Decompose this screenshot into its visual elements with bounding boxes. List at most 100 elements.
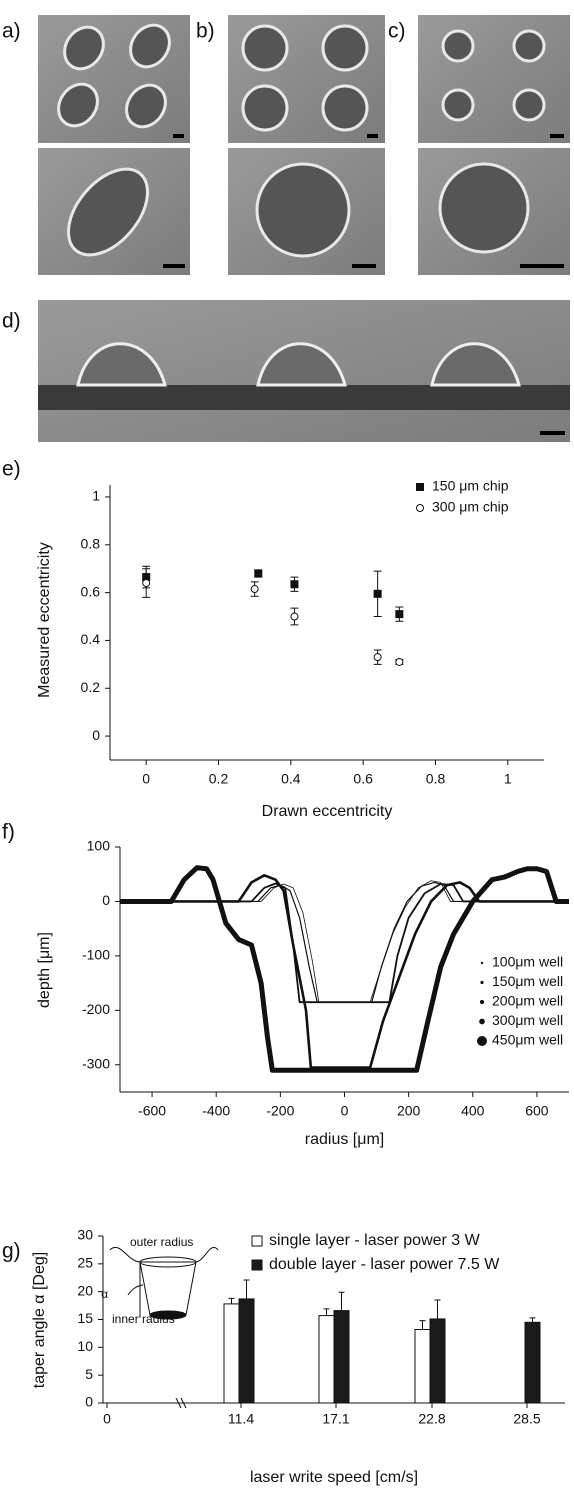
y-tick-label: 1 (92, 488, 100, 504)
panel-label: g) (2, 1240, 21, 1263)
y-tick-label: 0 (102, 892, 110, 908)
x-axis-title: laser write speed [cm/s] (250, 1469, 418, 1486)
x-tick-label: 28.5 (513, 1411, 540, 1427)
point (254, 569, 263, 578)
x-tick-label: 0.8 (426, 771, 446, 787)
error-bar (323, 1308, 330, 1316)
y-tick-label: 0 (85, 1394, 93, 1410)
x-axis-title: radius [μm] (305, 1131, 384, 1148)
x-tick-label: 0 (103, 1411, 111, 1427)
x-tick-label: 17.1 (322, 1411, 349, 1427)
panel-label: d) (2, 310, 21, 333)
bar (524, 1321, 541, 1404)
point (142, 579, 151, 588)
bar (429, 1318, 446, 1404)
y-tick-label: 0 (92, 727, 100, 743)
y-tick-label: 0.4 (81, 631, 101, 647)
point (290, 612, 299, 621)
y-tick-label: 10 (77, 1338, 93, 1354)
legend-label: single layer - laser power 3 W (269, 1232, 481, 1249)
legend-label: 150μm well (492, 973, 563, 989)
legend-marker (479, 1018, 485, 1025)
y-tick-label: 20 (77, 1282, 93, 1298)
legend-marker (479, 999, 485, 1005)
scale-bar (163, 134, 565, 435)
error-bar (228, 1297, 235, 1304)
bar (414, 1329, 431, 1404)
point (290, 580, 299, 589)
y-tick-label: -200 (82, 1001, 110, 1017)
y-tick-label: 15 (77, 1310, 93, 1326)
x-tick-label: 0 (341, 1103, 349, 1119)
legend-label: 450μm well (492, 1032, 563, 1048)
y-axis-title: depth [μm] (36, 932, 53, 1008)
legend-label: 300 μm chip (432, 499, 509, 515)
error-bar (529, 1317, 536, 1323)
x-tick-label: 22.8 (418, 1411, 445, 1427)
panel-label: c) (388, 20, 406, 43)
y-tick-label: 100 (87, 838, 111, 854)
legend-label: 100μm well (492, 954, 563, 970)
annotation: α (101, 1287, 108, 1301)
x-tick-label: 0.6 (353, 771, 373, 787)
bar (238, 1298, 255, 1404)
legend-marker (416, 504, 424, 512)
legend-label: 300μm well (492, 1012, 563, 1028)
sem-cross-section (38, 342, 570, 410)
sem-wells (57, 23, 546, 258)
y-tick-label: 0.2 (81, 679, 101, 695)
bar (333, 1310, 350, 1404)
error-bar (338, 1291, 345, 1311)
annotation: inner radius (112, 1312, 175, 1326)
line (120, 874, 569, 1069)
x-tick-label: 0.4 (281, 771, 301, 787)
y-axis-title: taper angle α [Deg] (31, 1252, 48, 1388)
x-tick-label: 400 (461, 1103, 485, 1119)
image-panels: a) b) c) d) (2, 15, 570, 442)
legend-label: 200μm well (492, 993, 563, 1009)
x-tick-label: 200 (397, 1103, 421, 1119)
bar (318, 1315, 335, 1404)
annotation: outer radius (130, 1235, 193, 1249)
x-axis-title: Drawn eccentricity (262, 803, 393, 820)
y-tick-label: -300 (82, 1055, 110, 1071)
x-tick-label: -400 (202, 1103, 230, 1119)
legend-marker (480, 980, 484, 985)
legend-label: 150 μm chip (432, 478, 509, 494)
legend-marker (416, 483, 424, 491)
y-axis-title: Measured eccentricity (36, 542, 53, 698)
x-tick-label: 11.4 (228, 1411, 254, 1427)
point (373, 589, 382, 598)
legend-marker (477, 1036, 487, 1046)
x-tick-label: -200 (266, 1103, 294, 1119)
error-bar (419, 1320, 426, 1330)
panel-label: f) (2, 821, 15, 844)
panel-label: a) (2, 20, 21, 43)
panel-label: b) (196, 20, 215, 43)
y-tick-label: 0.8 (81, 535, 101, 551)
point (395, 610, 404, 619)
point (250, 585, 259, 594)
y-tick-label: 30 (77, 1227, 93, 1243)
legend-label: double layer - laser power 7.5 W (269, 1256, 500, 1273)
bar (223, 1303, 240, 1404)
point (395, 657, 404, 666)
legend-marker (251, 1259, 263, 1271)
x-tick-label: -600 (138, 1103, 166, 1119)
y-tick-label: -100 (82, 947, 110, 963)
y-tick-label: 0.6 (81, 583, 101, 599)
y-tick-label: 25 (77, 1255, 93, 1271)
y-tick-label: 5 (85, 1366, 93, 1382)
error-bar (434, 1299, 441, 1319)
x-tick-label: 600 (525, 1103, 549, 1119)
point (373, 653, 382, 662)
x-tick-label: 0.2 (209, 771, 229, 787)
error-bar (243, 1279, 250, 1299)
x-tick-label: 1 (504, 771, 512, 787)
inset-diagram (109, 1247, 219, 1320)
line (120, 865, 569, 1073)
legend-marker (251, 1235, 263, 1247)
x-tick-label: 0 (142, 771, 150, 787)
